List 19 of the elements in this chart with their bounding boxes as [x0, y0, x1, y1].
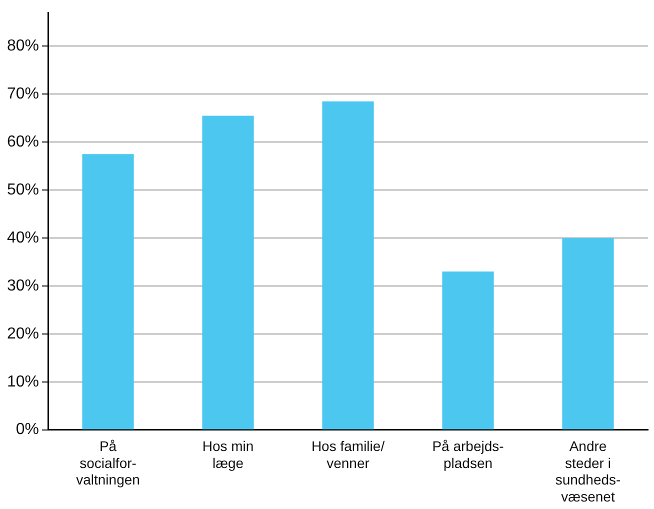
y-tick-label: 20%	[6, 325, 40, 342]
y-tick-label: 30%	[6, 277, 40, 294]
y-tick-label: 10%	[6, 373, 40, 390]
y-tick-label: 40%	[6, 229, 40, 246]
x-tick-label: Hos min læge	[202, 438, 254, 471]
bar	[562, 238, 614, 430]
bar	[202, 116, 254, 430]
bar	[322, 101, 374, 430]
y-tick-label: 0%	[16, 421, 40, 438]
x-tick-label: Hos familie/ venner	[311, 438, 385, 471]
x-tick-label: På arbejds- pladsen	[432, 438, 504, 471]
bar	[82, 154, 134, 430]
y-tick-label: 50%	[6, 181, 40, 198]
x-tick-label: På socialfor- valtningen	[76, 438, 140, 488]
x-tick-label: Andre steder i sundheds- væsenet	[555, 438, 622, 504]
y-tick-label: 70%	[6, 86, 40, 103]
y-tick-label: 80%	[6, 38, 40, 55]
y-tick-label: 60%	[6, 133, 40, 150]
bar	[442, 272, 494, 430]
